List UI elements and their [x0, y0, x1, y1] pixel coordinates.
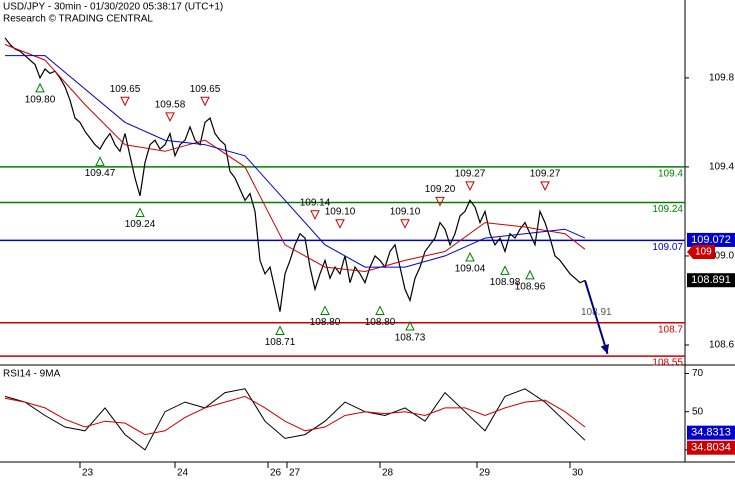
- x-tick-label: 23: [82, 468, 94, 479]
- support-label: 109.80: [25, 95, 56, 106]
- rsi-tag-label: 34.8034: [691, 442, 731, 454]
- support-marker: [35, 82, 45, 93]
- y-tick-label: 108.6: [709, 340, 734, 351]
- level-label: 108.7: [658, 324, 683, 335]
- rsi-tag-label: 34.8313: [691, 427, 731, 439]
- support-marker: [500, 265, 510, 275]
- target-arrowhead: [600, 343, 610, 354]
- rsi-tag: [687, 440, 735, 455]
- resistance-label: 109.27: [455, 168, 486, 179]
- x-tick-label: 26: [270, 468, 282, 479]
- price-tag-label: 109: [695, 247, 712, 258]
- support-label: 108.71: [265, 337, 296, 348]
- resistance-marker: [335, 219, 345, 229]
- rsi-tick-label: 70: [692, 368, 704, 379]
- price-line: [4, 44, 586, 273]
- support-marker: [135, 207, 145, 218]
- x-tick-label: 30: [572, 468, 584, 479]
- price-tag-label: 109.072: [691, 234, 731, 246]
- support-label: 108.98: [490, 277, 521, 288]
- support-marker: [375, 305, 385, 315]
- support-label: 108.73: [395, 333, 426, 344]
- x-tick-label: 28: [382, 468, 394, 479]
- rsi-tick-label: 50: [692, 406, 704, 417]
- resistance-label: 109.20: [425, 184, 456, 195]
- support-marker: [95, 156, 105, 166]
- y-tick-label: 109.8: [709, 73, 734, 84]
- resistance-marker: [310, 210, 320, 220]
- level-label: 109.24: [652, 204, 683, 215]
- level-label: 109.07: [652, 242, 683, 253]
- resistance-label: 109.58: [155, 100, 186, 111]
- level-label: 108.55: [652, 358, 683, 369]
- target-label: 108.91: [581, 307, 612, 318]
- rsi-line: [4, 388, 586, 451]
- x-tick-label: 27: [289, 468, 301, 479]
- support-marker: [275, 325, 285, 335]
- price-line: [4, 37, 586, 312]
- support-marker: [525, 269, 535, 280]
- resistance-marker: [400, 219, 410, 229]
- resistance-marker: [435, 196, 445, 207]
- target-arrow: [584, 280, 609, 355]
- price-tag: [687, 232, 735, 247]
- y-tick-label: 109.4: [709, 162, 734, 173]
- price-tag-label: 108.891: [691, 274, 731, 286]
- resistance-label: 109.10: [390, 206, 421, 217]
- resistance-label: 109.14: [300, 197, 331, 208]
- resistance-marker: [200, 96, 210, 107]
- support-label: 109.04: [455, 264, 486, 275]
- support-label: 108.80: [365, 317, 396, 328]
- level-label: 109.4: [658, 169, 683, 180]
- price-tag: [687, 244, 715, 259]
- price-tag: [687, 273, 735, 288]
- support-marker: [320, 305, 330, 315]
- price-line: [5, 55, 586, 268]
- support-label: 108.96: [515, 281, 546, 292]
- rsi-tag: [687, 425, 735, 440]
- support-label: 109.47: [85, 168, 116, 179]
- x-tick-label: 24: [177, 468, 189, 479]
- support-label: 108.80: [310, 317, 341, 328]
- resistance-label: 109.10: [325, 206, 356, 217]
- y-tick-label: 109.0: [709, 251, 734, 262]
- resistance-marker: [165, 112, 175, 122]
- rsi-title: RSI14 - 9MA: [3, 369, 61, 380]
- chart-title: USD/JPY - 30min - 01/30/2020 05:38:17 (U…: [3, 2, 223, 13]
- resistance-marker: [465, 181, 475, 191]
- support-marker: [405, 320, 415, 331]
- support-marker: [465, 251, 475, 262]
- resistance-label: 109.27: [530, 168, 561, 179]
- resistance-marker: [540, 181, 550, 191]
- resistance-marker: [120, 96, 130, 107]
- support-label: 109.24: [125, 219, 156, 230]
- rsi-line: [4, 395, 586, 436]
- x-tick-label: 29: [479, 468, 491, 479]
- resistance-label: 109.65: [190, 84, 221, 95]
- chart-subtitle: Research © TRADING CENTRAL: [3, 14, 153, 25]
- resistance-label: 109.65: [110, 84, 141, 95]
